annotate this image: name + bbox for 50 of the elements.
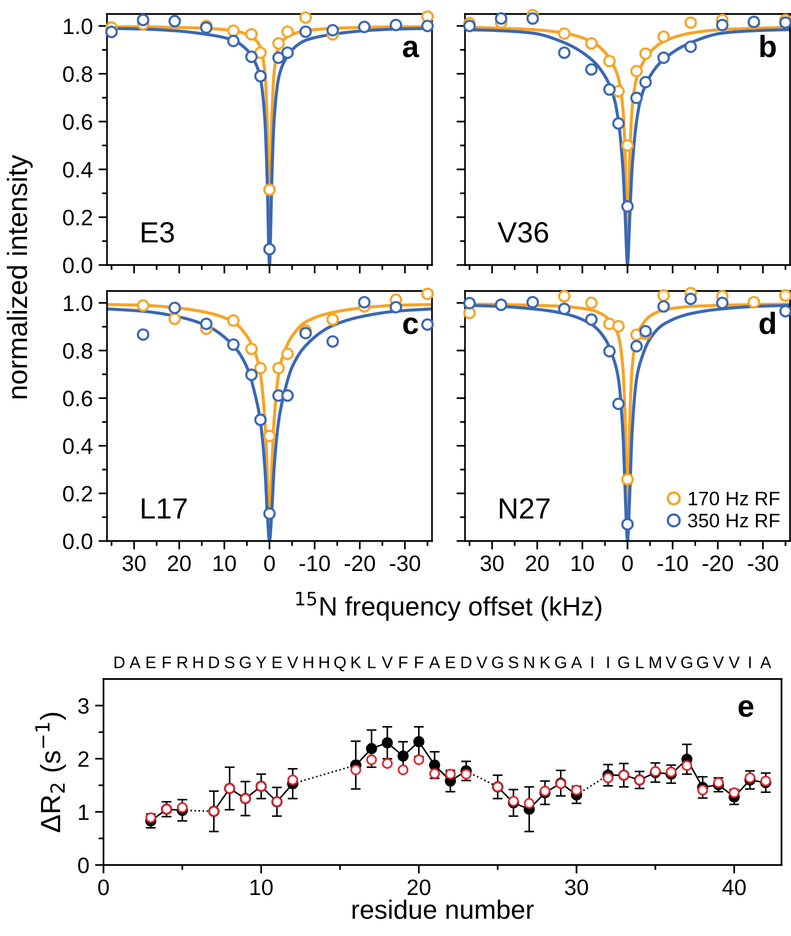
- y-tick-label: 0.2: [63, 210, 92, 226]
- x-tick-label: -10: [300, 555, 330, 572]
- annotation: c: [403, 317, 418, 334]
- x-tick-label: 20: [168, 555, 191, 572]
- y-tick-label: 0.6: [63, 114, 92, 130]
- x-tick-label: -10: [658, 555, 688, 572]
- legend-label: 350 Hz RF: [688, 514, 780, 528]
- y-tick-label: 0.8: [63, 66, 92, 82]
- x-axis-title: residue number: [352, 900, 534, 919]
- annotation: E3: [142, 222, 174, 243]
- annotation: a: [402, 40, 420, 58]
- x-tick-label: -30: [390, 555, 420, 572]
- y-tick-label: 0.0: [63, 258, 92, 274]
- x-tick-label: 10: [250, 879, 273, 896]
- y-tick-label: 1.0: [64, 295, 92, 312]
- x-tick-label: 20: [408, 879, 430, 896]
- x-tick-label: 10: [214, 555, 236, 572]
- x-tick-label: 30: [122, 555, 146, 572]
- y-tick-label: 3: [78, 698, 89, 714]
- annotation: L17: [142, 498, 187, 519]
- x-tick-label: 0: [98, 879, 109, 896]
- x-tick-label: 30: [565, 879, 588, 896]
- annotation: d: [760, 312, 775, 334]
- x-axis-title: $^{15}$N frequency offset (kHz): [296, 592, 602, 621]
- x-tick-label: 0: [622, 555, 633, 572]
- y-tick-label: 0.4: [63, 162, 92, 178]
- y-tick-label: 0.4: [63, 438, 92, 454]
- y-tick-label: 0.0: [63, 534, 92, 550]
- x-tick-label: 10: [572, 555, 594, 572]
- y-tick-label: 0.6: [63, 390, 92, 406]
- x-tick-label: 0: [264, 555, 275, 572]
- y-tick-label: 2: [78, 751, 88, 767]
- annotation: V36: [498, 222, 548, 243]
- y-tick-label: 0: [78, 858, 89, 874]
- y-axis-title: normalized intensity: [6, 154, 33, 398]
- x-tick-label: -30: [748, 555, 778, 572]
- x-tick-label: -20: [702, 555, 733, 572]
- x-tick-label: 30: [480, 555, 504, 572]
- x-tick-label: 20: [526, 555, 549, 572]
- annotation: N27: [500, 498, 550, 519]
- y-tick-label: 0.2: [63, 486, 92, 502]
- annotation: e: [738, 700, 754, 717]
- y-tick-label: 0.8: [63, 343, 92, 359]
- y-tick-label: 1: [78, 804, 89, 820]
- y-axis-title: ΔR$_{2}$ (s$^{−1}$): [35, 712, 66, 832]
- x-tick-label: -20: [344, 555, 375, 572]
- y-tick-label: 1.0: [64, 18, 92, 34]
- annotation: b: [760, 34, 776, 58]
- legend-label: 170 Hz RF: [688, 492, 780, 506]
- x-tick-label: 40: [722, 879, 746, 896]
